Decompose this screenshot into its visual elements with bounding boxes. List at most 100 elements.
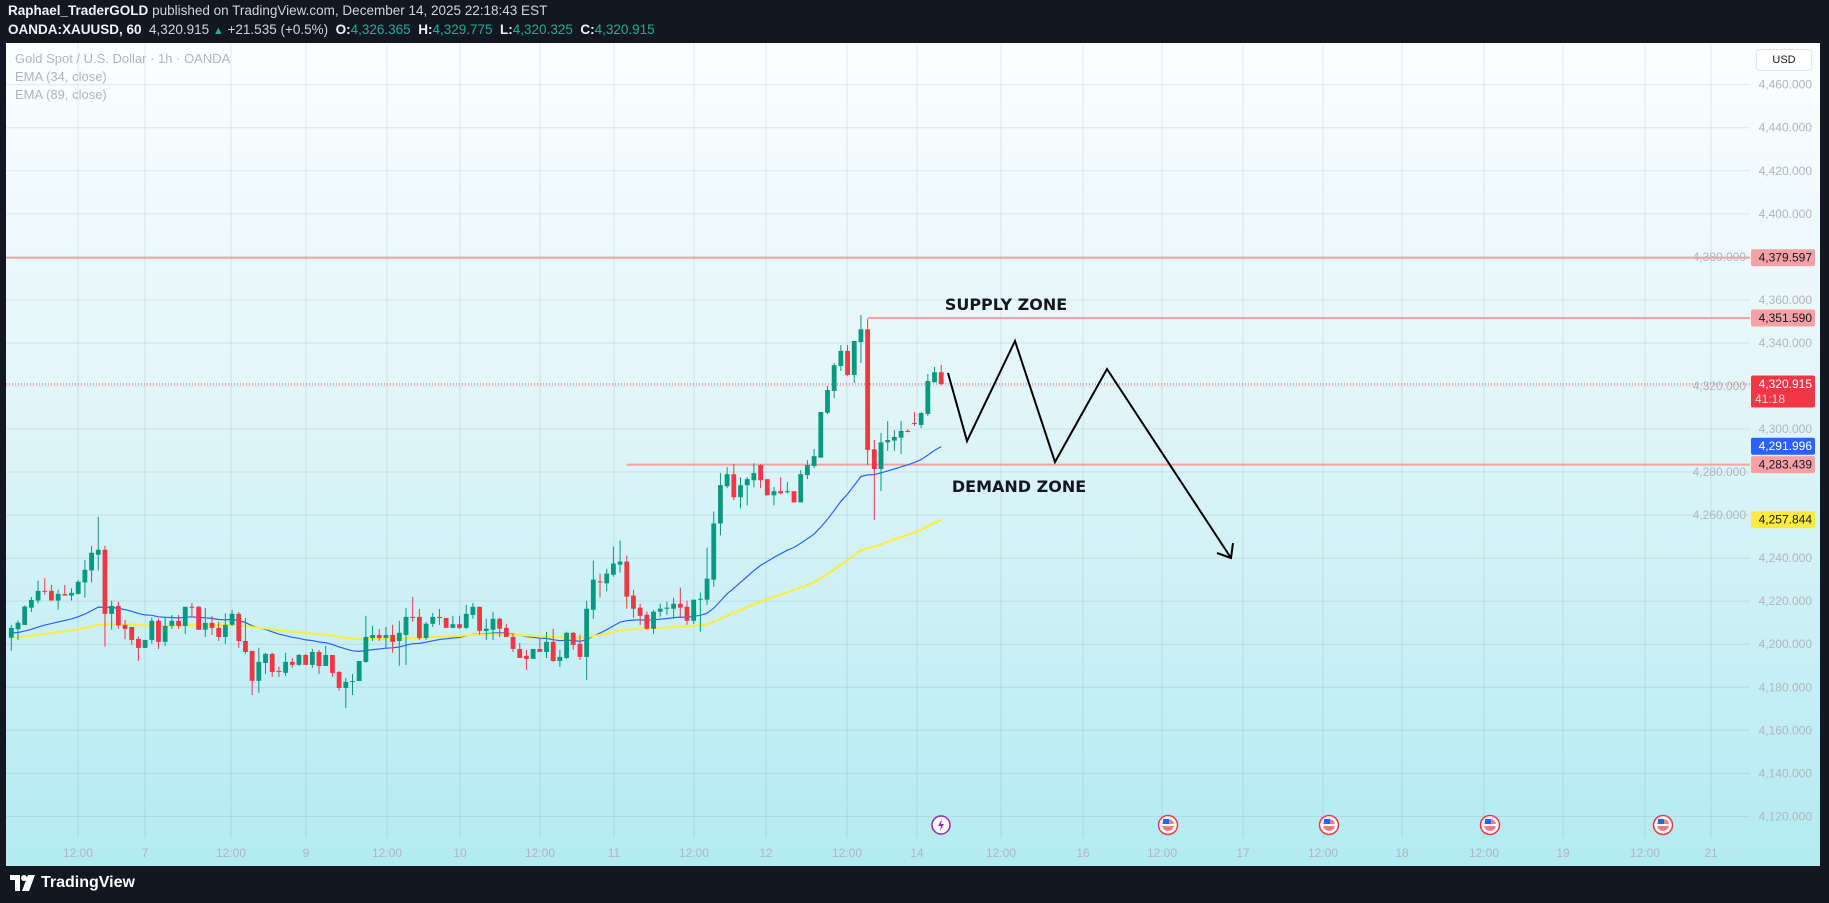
event-markers[interactable]: [931, 814, 1674, 836]
candle: [811, 449, 817, 469]
level-badge-bg: [1751, 249, 1815, 267]
price-badges: 4,379.597 4,351.590 4,283.439 4,320.91541:1…: [1751, 249, 1815, 529]
level-badge: 4,351.590: [1751, 309, 1815, 327]
candle: [115, 601, 121, 629]
candle-body: [711, 523, 717, 580]
zigzag-projection[interactable]: [947, 338, 1234, 560]
series-title[interactable]: Gold Spot / U.S. Dollar · 1h · OANDA: [15, 51, 231, 66]
candle-body: [109, 605, 115, 614]
us-flag-event-icon[interactable]: [1479, 814, 1501, 836]
candle: [243, 617, 248, 654]
candle: [677, 587, 683, 617]
candle-body: [122, 624, 128, 629]
time-tick-label: 7: [142, 846, 149, 860]
candle: [483, 618, 489, 640]
candle: [42, 578, 48, 595]
candle-body: [209, 622, 215, 628]
supply-zone-label[interactable]: SUPPLY ZONE: [945, 295, 1067, 314]
ema34-badge-text: 4,291.996: [1759, 439, 1813, 453]
arrow-head-icon: [1216, 542, 1234, 560]
price-change: +21.535 (+0.5%): [227, 22, 329, 37]
candle-body: [276, 670, 282, 672]
candle: [671, 597, 677, 619]
candle: [182, 606, 188, 634]
candle-body: [858, 329, 864, 343]
candle-body: [15, 622, 21, 630]
candle: [176, 614, 181, 629]
close-value: 4,320.915: [594, 22, 655, 37]
zigzag-path[interactable]: [947, 338, 1232, 559]
time-axis[interactable]: 12:00 7 12:00 9 12:00 10 12:00 11 12:00 12 12:00 14…: [63, 846, 1718, 860]
ema89-legend[interactable]: EMA (89, close): [15, 87, 107, 102]
candle: [590, 560, 596, 619]
candle: [724, 467, 730, 489]
candle-body: [771, 491, 777, 496]
candle: [611, 546, 616, 577]
candle-body: [597, 581, 603, 583]
candle-body: [115, 605, 121, 626]
price-axis[interactable]: 4,460.0004,440.0004,420.0004,400.0004,38…: [1693, 78, 1813, 824]
candle-body: [718, 485, 723, 524]
us-flag-event-icon[interactable]: [1652, 814, 1674, 836]
candle-body: [798, 474, 804, 503]
candle-body: [530, 648, 536, 659]
candle-body: [356, 661, 362, 682]
candle: [443, 617, 449, 628]
candle: [62, 584, 68, 596]
candle-body: [557, 656, 563, 662]
candle-body: [570, 632, 576, 645]
candle: [651, 609, 656, 634]
time-tick-label: 12:00: [216, 846, 246, 860]
price-tick-label: 4,120.000: [1759, 809, 1813, 823]
chart-panel[interactable]: [6, 43, 1820, 866]
candle: [283, 652, 288, 676]
candle: [597, 573, 603, 598]
level-badge-text: 4,379.597: [1759, 251, 1813, 265]
candle: [55, 589, 61, 610]
candle-body: [162, 625, 168, 642]
demand-zone-label[interactable]: DEMAND ZONE: [952, 477, 1086, 496]
candle: [22, 605, 28, 625]
candle: [256, 647, 262, 693]
candle: [263, 652, 268, 674]
candle-body: [8, 627, 14, 638]
time-tick-label: 16: [1076, 846, 1090, 860]
time-tick-label: 12:00: [63, 846, 93, 860]
level-badge: 4,283.439: [1751, 456, 1815, 474]
lightning-event-icon[interactable]: [931, 815, 951, 835]
candle-body: [510, 636, 516, 649]
candle: [584, 600, 590, 680]
us-flag-event-icon[interactable]: [1318, 814, 1340, 836]
level-badge: 4,379.597: [1751, 249, 1815, 267]
candle-body: [744, 479, 750, 486]
candle: [296, 653, 302, 666]
price-tick-label: 4,300.000: [1759, 422, 1813, 436]
ema34-legend[interactable]: EMA (34, close): [15, 69, 107, 84]
candle: [905, 429, 911, 433]
us-flag-event-icon[interactable]: [1157, 814, 1179, 836]
ema34-badge: 4,291.996: [1751, 437, 1815, 455]
author-name[interactable]: Raphael_TraderGOLD: [8, 3, 149, 18]
candle-body: [637, 607, 643, 616]
candle: [805, 460, 810, 480]
candle-body: [671, 603, 677, 609]
candle: [885, 421, 891, 451]
currency-button[interactable]: USD: [1756, 49, 1812, 71]
candle-body: [644, 614, 650, 629]
candle-body: [430, 616, 436, 624]
candle: [691, 599, 697, 624]
candle: [142, 639, 148, 648]
price-tick-label: 4,360.000: [1759, 293, 1813, 307]
symbol-label: OANDA:XAUUSD, 60: [8, 22, 142, 37]
tradingview-logo[interactable]: TradingView: [10, 874, 135, 892]
candle: [363, 615, 369, 663]
low-value: 4,320.325: [512, 22, 573, 37]
time-tick-label: 11: [608, 846, 621, 860]
candle-body: [102, 549, 108, 614]
candle: [89, 545, 94, 583]
time-tick-label: 12:00: [525, 846, 555, 860]
candle-body: [309, 651, 315, 665]
candle-body: [503, 627, 509, 637]
flag-white-stripe: [1484, 824, 1496, 826]
